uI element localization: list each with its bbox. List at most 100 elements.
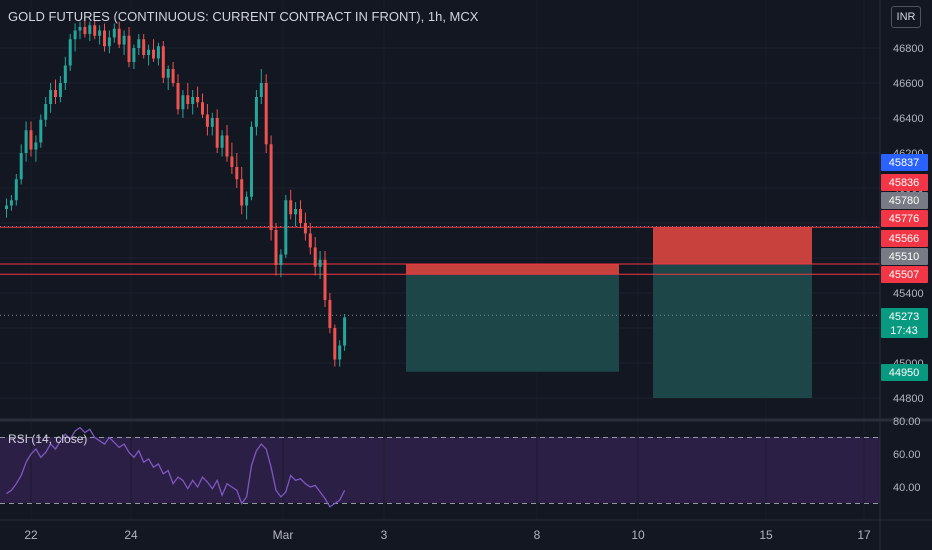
price-label: 45273 17:43 — [881, 308, 928, 338]
candle — [279, 249, 283, 278]
candle — [205, 104, 209, 136]
candle — [220, 130, 224, 157]
candle — [98, 25, 102, 45]
candle — [225, 125, 229, 162]
candle — [24, 121, 28, 162]
candle — [127, 27, 131, 68]
candle — [132, 44, 136, 69]
candle — [323, 251, 327, 307]
candle — [269, 135, 273, 241]
price-label: 45507 — [881, 266, 928, 283]
price-tick-label: 44800 — [893, 393, 924, 405]
countdown-label: 17:43 — [890, 325, 918, 337]
candle — [78, 21, 82, 40]
price-labels: 45837 45836 45780 45776 45566 45510 45507 45273… — [881, 154, 928, 381]
price-tick-label: 45400 — [893, 288, 924, 300]
price-label: 45776 — [881, 210, 928, 227]
price-tick-label: 46800 — [893, 43, 924, 55]
candle — [107, 30, 111, 54]
time-tick-label: 10 — [631, 528, 645, 542]
rsi-axis[interactable]: 80.00 60.00 40.00 — [893, 416, 921, 494]
candle — [186, 83, 190, 110]
long-position-zone — [406, 274, 619, 372]
time-tick-label: 8 — [534, 528, 541, 542]
candle — [250, 121, 253, 201]
svg-text:45837: 45837 — [889, 157, 920, 169]
candle — [318, 251, 322, 279]
currency-button[interactable]: INR — [891, 6, 921, 28]
candle — [137, 34, 141, 55]
time-tick-label: 15 — [759, 528, 773, 542]
candle — [259, 69, 263, 104]
price-label: 44950 — [881, 364, 928, 381]
candle — [181, 90, 185, 118]
candle — [201, 93, 204, 118]
candle — [274, 223, 278, 276]
time-tick-label: 24 — [124, 528, 138, 542]
svg-text:45836: 45836 — [889, 177, 920, 189]
svg-text:45273: 45273 — [889, 311, 920, 323]
candle — [122, 30, 126, 55]
long-position-zone — [653, 263, 812, 398]
candle — [73, 23, 77, 52]
candle — [88, 21, 92, 41]
candle — [328, 293, 332, 334]
rsi-pane-fill — [0, 437, 880, 503]
candles — [5, 20, 347, 367]
candle — [54, 79, 57, 104]
time-tick-label: 3 — [381, 528, 388, 542]
candle — [284, 195, 288, 258]
candle — [254, 90, 258, 136]
candle — [240, 167, 244, 215]
candle — [29, 121, 33, 157]
candle — [156, 42, 160, 66]
candle — [68, 34, 72, 71]
price-label: 45780 — [881, 192, 928, 209]
rsi-indicator-label[interactable]: RSI (14, close) — [8, 432, 88, 446]
svg-text:45507: 45507 — [889, 269, 920, 281]
svg-text:45780: 45780 — [889, 195, 920, 207]
price-tick-label: 46600 — [893, 78, 924, 90]
chart-title: GOLD FUTURES (CONTINUOUS: CURRENT CONTRA… — [8, 9, 479, 24]
time-axis[interactable]: 22 24 Mar 3 8 10 15 17 — [24, 528, 871, 542]
candle — [142, 34, 146, 59]
candle — [210, 112, 214, 136]
candle — [58, 76, 62, 103]
candle — [230, 142, 234, 174]
candle — [245, 191, 249, 220]
svg-text:45776: 45776 — [889, 213, 920, 225]
candle — [19, 144, 23, 185]
time-tick-label: 17 — [857, 528, 871, 542]
candle — [303, 212, 307, 241]
long-position-target — [653, 227, 812, 264]
candle — [44, 97, 48, 127]
rsi-line — [6, 426, 346, 508]
candle — [14, 174, 18, 206]
rsi-tick-label: 60.00 — [893, 449, 921, 461]
svg-text:44950: 44950 — [889, 367, 920, 379]
candle — [294, 202, 298, 227]
long-position-target — [406, 263, 619, 275]
candle — [171, 62, 175, 87]
candle — [166, 65, 170, 90]
candle — [103, 23, 106, 52]
candle — [34, 135, 38, 162]
candle — [264, 74, 268, 153]
rsi-tick-label: 40.00 — [893, 482, 921, 494]
price-label: 45836 — [881, 174, 928, 191]
candle — [343, 314, 347, 351]
rsi-pane — [0, 426, 880, 508]
candle — [235, 153, 239, 188]
candle — [63, 56, 67, 90]
price-label: 45566 — [881, 230, 928, 247]
candle — [112, 23, 116, 43]
candle — [308, 223, 312, 255]
svg-text:45510: 45510 — [889, 251, 920, 263]
price-label: 45837 — [881, 154, 928, 171]
candle — [117, 21, 121, 48]
candle — [196, 86, 200, 108]
candle — [9, 195, 13, 211]
candle — [289, 189, 293, 220]
horizontal-lines — [0, 226, 880, 316]
